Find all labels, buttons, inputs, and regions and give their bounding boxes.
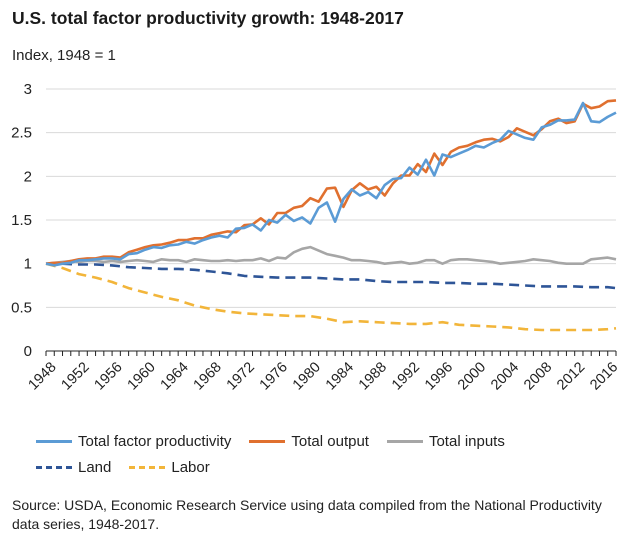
legend-label: Total output <box>291 432 369 450</box>
x-tick-label: 2004 <box>488 359 522 393</box>
y-tick-label: 2 <box>24 168 32 185</box>
x-tick-label: 1996 <box>422 359 456 393</box>
x-tick-label: 2016 <box>587 359 621 393</box>
x-tick-label: 1956 <box>92 359 126 393</box>
y-axis-tick-labels: 0 0.5 1 1.5 2 2.5 3 <box>11 81 32 360</box>
x-tick-label: 1984 <box>323 359 357 393</box>
legend-item: Land <box>36 459 111 476</box>
y-tick-label: 3 <box>24 81 32 98</box>
legend-swatch <box>129 465 166 469</box>
y-tick-label: 1.5 <box>11 212 32 229</box>
series-line-total-factor-productivity <box>45 101 617 267</box>
line-chart: 00.511.522.53 19481952195619601964196819… <box>11 81 621 393</box>
legend-label: Labor <box>171 458 210 476</box>
x-tick-label: 1952 <box>59 359 93 393</box>
legend-swatch <box>249 439 286 443</box>
series-lines <box>45 99 617 332</box>
grid-lines <box>46 88 616 308</box>
chart-legend: Total factor productivity Total output Tot… <box>36 428 523 480</box>
x-tick-label: 2008 <box>521 359 555 393</box>
x-tick-label: 1968 <box>191 359 225 393</box>
legend-row: Total factor productivity Total output Tot… <box>36 428 523 454</box>
legend-item: Total output <box>249 433 369 450</box>
x-tick-label: 1988 <box>356 359 390 393</box>
x-tick-label: 1992 <box>389 359 423 393</box>
x-tick-label: 1976 <box>257 359 291 393</box>
y-tick-label: 1 <box>24 256 32 273</box>
legend-label: Land <box>78 458 112 476</box>
legend-item: Total factor productivity <box>36 433 231 450</box>
series-line-labor <box>45 262 617 332</box>
legend-item: Total inputs <box>386 432 505 450</box>
y-tick-label: 0.5 <box>11 299 32 316</box>
x-tick-label: 2012 <box>554 359 588 393</box>
x-tick-label: 1964 <box>158 359 192 393</box>
x-axis: 1948195219561960196419681972197619801984… <box>25 350 621 393</box>
x-tick-label: 1948 <box>25 359 59 393</box>
series-line-land <box>46 262 617 290</box>
chart-title: U.S. total factor productivity growth: 1… <box>12 8 404 28</box>
x-tick-label: 1960 <box>125 359 159 393</box>
source-note: Source: USDA, Economic Research Service … <box>12 497 602 532</box>
series-line-total-output <box>45 99 617 265</box>
legend-swatch <box>36 465 72 469</box>
legend-label: Total inputs <box>428 432 505 450</box>
x-tick-label: 1980 <box>290 359 324 393</box>
legend-swatch <box>36 439 72 443</box>
legend-swatch <box>386 439 423 443</box>
y-tick-label: 2.5 <box>11 125 32 142</box>
series-line-total-inputs <box>45 245 617 266</box>
chart-subtitle: Index, 1948 = 1 <box>12 47 116 64</box>
legend-label: Total factor productivity <box>78 432 232 450</box>
legend-row: Land Labor <box>36 454 523 480</box>
x-tick-label: 2000 <box>455 359 489 393</box>
x-tick-label: 1972 <box>224 359 258 393</box>
legend-item: Labor <box>129 458 210 476</box>
y-tick-label: 0 <box>24 343 32 360</box>
